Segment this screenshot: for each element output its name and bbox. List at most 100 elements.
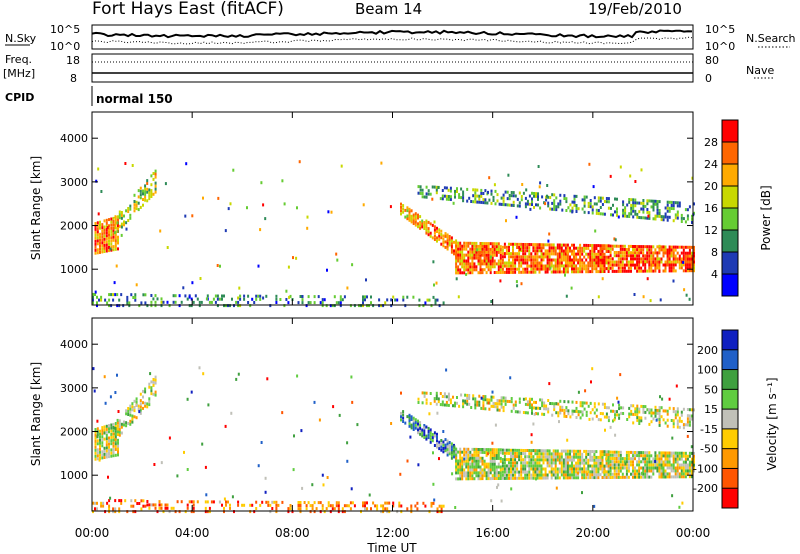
heatmap-cell [485, 451, 488, 454]
heatmap-cell [114, 293, 117, 297]
heatmap-cell [642, 204, 645, 208]
heatmap-cell [186, 397, 189, 401]
heatmap-cell [168, 304, 171, 308]
heatmap-cell [575, 252, 578, 256]
heatmap-cell [691, 472, 693, 476]
heatmap-cell [538, 264, 541, 268]
heatmap-cell [461, 271, 464, 275]
heatmap-cell [117, 441, 119, 445]
heatmap-cell [532, 249, 535, 253]
heatmap-cell [520, 264, 523, 268]
heatmap-cell [652, 411, 655, 415]
heatmap-cell [140, 499, 143, 503]
heatmap-cell [495, 471, 498, 475]
heatmap-cell [410, 217, 413, 221]
heatmap-cell [654, 202, 657, 206]
heatmap-cell [615, 466, 618, 470]
heatmap-cell [440, 242, 443, 246]
heatmap-cell [546, 267, 549, 271]
heatmap-cell [103, 250, 106, 253]
heatmap-cell [624, 211, 627, 215]
heatmap-cell [599, 255, 602, 259]
heatmap-cell [646, 260, 649, 264]
heatmap-cell [154, 390, 157, 394]
colorbar-swatch [722, 448, 738, 469]
heatmap-cell [691, 266, 693, 270]
heatmap-cell [494, 423, 497, 427]
heatmap-cell [243, 503, 246, 507]
heatmap-cell [137, 189, 140, 193]
heatmap-cell [652, 466, 655, 470]
heatmap-cell [162, 510, 165, 514]
heatmap-cell [287, 301, 290, 305]
heatmap-cell [688, 251, 691, 255]
heatmap-cell [480, 188, 483, 192]
heatmap-cell [489, 250, 492, 254]
heatmap-cell [442, 244, 445, 248]
heatmap-cell [471, 241, 474, 245]
heatmap-cell [341, 507, 344, 511]
heatmap-cell [311, 504, 314, 508]
heatmap-cell [443, 194, 446, 198]
heatmap-cell [666, 466, 669, 470]
heatmap-cell [599, 199, 602, 203]
heatmap-cell [380, 504, 383, 508]
heatmap-cell [506, 399, 509, 403]
heatmap-cell [668, 266, 671, 270]
heatmap-cell [597, 255, 600, 259]
heatmap-cell [566, 258, 569, 262]
heatmap-cell [459, 477, 462, 481]
heatmap-cell [471, 250, 474, 254]
heatmap-cell [481, 259, 484, 263]
heatmap-cell [191, 214, 194, 218]
heatmap-cell [571, 270, 573, 274]
heatmap-cell [433, 234, 436, 238]
heatmap-cell [382, 507, 385, 511]
heatmap-cell [94, 248, 97, 252]
heatmap-cell [442, 440, 445, 444]
heatmap-cell [642, 207, 645, 211]
heatmap-cell [579, 464, 582, 468]
heatmap-cell [495, 253, 498, 257]
heatmap-cell [455, 277, 458, 281]
heatmap-cell [196, 500, 199, 504]
heatmap-cell [684, 472, 687, 476]
heatmap-cell [311, 507, 314, 511]
heatmap-cell [114, 236, 117, 240]
heatmap-cell [548, 264, 551, 268]
heatmap-cell [607, 456, 610, 459]
heatmap-cell [105, 449, 108, 453]
heatmap-cell [118, 428, 121, 431]
heatmap-cell [495, 250, 498, 254]
beam-label: Beam 14 [355, 0, 422, 18]
heatmap-cell [611, 269, 614, 273]
heatmap-cell [609, 466, 612, 470]
heatmap-cell [512, 255, 514, 259]
heatmap-cell [114, 424, 117, 428]
heatmap-cell [566, 267, 569, 271]
heatmap-cell [454, 401, 456, 405]
heatmap-cell [480, 200, 483, 204]
heatmap-cell [560, 261, 563, 265]
heatmap-cell [567, 409, 570, 413]
heatmap-cell [406, 295, 409, 299]
heatmap-cell [560, 258, 563, 262]
heatmap-cell [99, 247, 101, 251]
heatmap-cell [670, 204, 673, 207]
heatmap-cell [650, 205, 653, 209]
heatmap-cell [676, 257, 679, 261]
heatmap-cell [588, 162, 591, 166]
heatmap-cell [538, 255, 541, 259]
heatmap-cell [562, 461, 565, 465]
heatmap-cell [96, 457, 99, 461]
heatmap-cell [630, 263, 632, 267]
heatmap-cell [448, 446, 451, 450]
heatmap-cell [126, 510, 129, 514]
heatmap-cell [154, 375, 157, 379]
heatmap-cell [512, 191, 515, 195]
heatmap-cell [260, 441, 263, 444]
heatmap-cell [447, 403, 450, 407]
heatmap-cell [544, 243, 547, 247]
heatmap-cell [508, 448, 510, 452]
